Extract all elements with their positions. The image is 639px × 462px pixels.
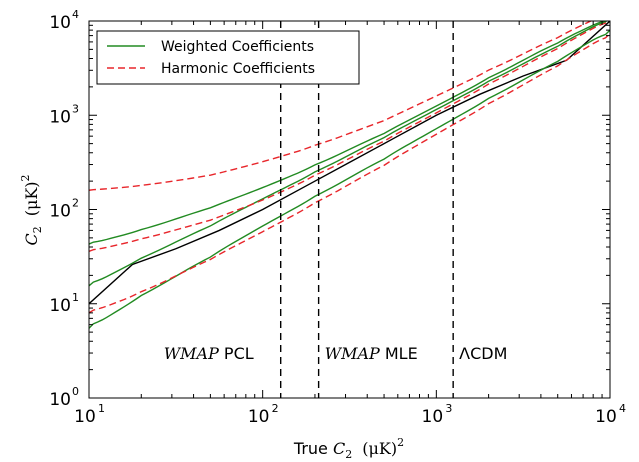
harmonic-lower-line	[89, 32, 610, 314]
x-tick-label: 10	[595, 407, 617, 427]
y-tick-exponent: 2	[72, 197, 79, 210]
legend: Weighted Coefficients Harmonic Coefficien…	[96, 30, 360, 85]
y-tick-label: 10	[49, 390, 71, 410]
x-axis-label: True C2 (μK)2	[293, 436, 404, 461]
x-tick-exponent: 4	[619, 402, 626, 415]
y-tick-label: 10	[49, 202, 71, 222]
y-axis-label: C2(μK)2	[19, 174, 44, 245]
x-tick-label: 10	[422, 407, 444, 427]
identity-line	[89, 21, 610, 305]
x-axis-label-text: True C2 (μK)2	[293, 436, 404, 461]
y-tick-label: 10	[49, 107, 71, 127]
harmonic-upper-line	[89, 21, 593, 191]
annotations: WMAP PCL WMAP MLE ΛCDM	[164, 344, 508, 363]
legend-label: Harmonic Coefficients	[161, 61, 315, 77]
x-tick-exponent: 1	[98, 402, 105, 415]
y-tick-exponent: 3	[72, 102, 79, 115]
y-tick-exponent: 0	[72, 385, 79, 398]
series-layer	[89, 21, 610, 329]
x-tick-label: 10	[74, 407, 96, 427]
y-tick-exponent: 4	[72, 8, 79, 21]
vline-annotation: WMAP PCL	[164, 344, 254, 363]
weighted-upper-line	[89, 21, 607, 245]
y-tick-exponent: 1	[72, 291, 79, 304]
y-axis-label-text: C2(μK)2	[19, 174, 44, 245]
vline-annotation: ΛCDM	[459, 344, 507, 363]
x-tick-exponent: 2	[272, 402, 279, 415]
x-tick-exponent: 3	[445, 402, 452, 415]
x-tick-label: 10	[248, 407, 270, 427]
weighted-mean-line	[89, 21, 608, 287]
plot-area-frame	[88, 20, 611, 399]
legend-box	[96, 30, 360, 85]
harmonic-mean-line	[89, 21, 609, 252]
vline-annotation: WMAP MLE	[325, 344, 418, 363]
legend-label: Weighted Coefficients	[161, 39, 314, 55]
y-tick-label: 10	[49, 296, 71, 316]
y-tick-label: 10	[49, 13, 71, 33]
